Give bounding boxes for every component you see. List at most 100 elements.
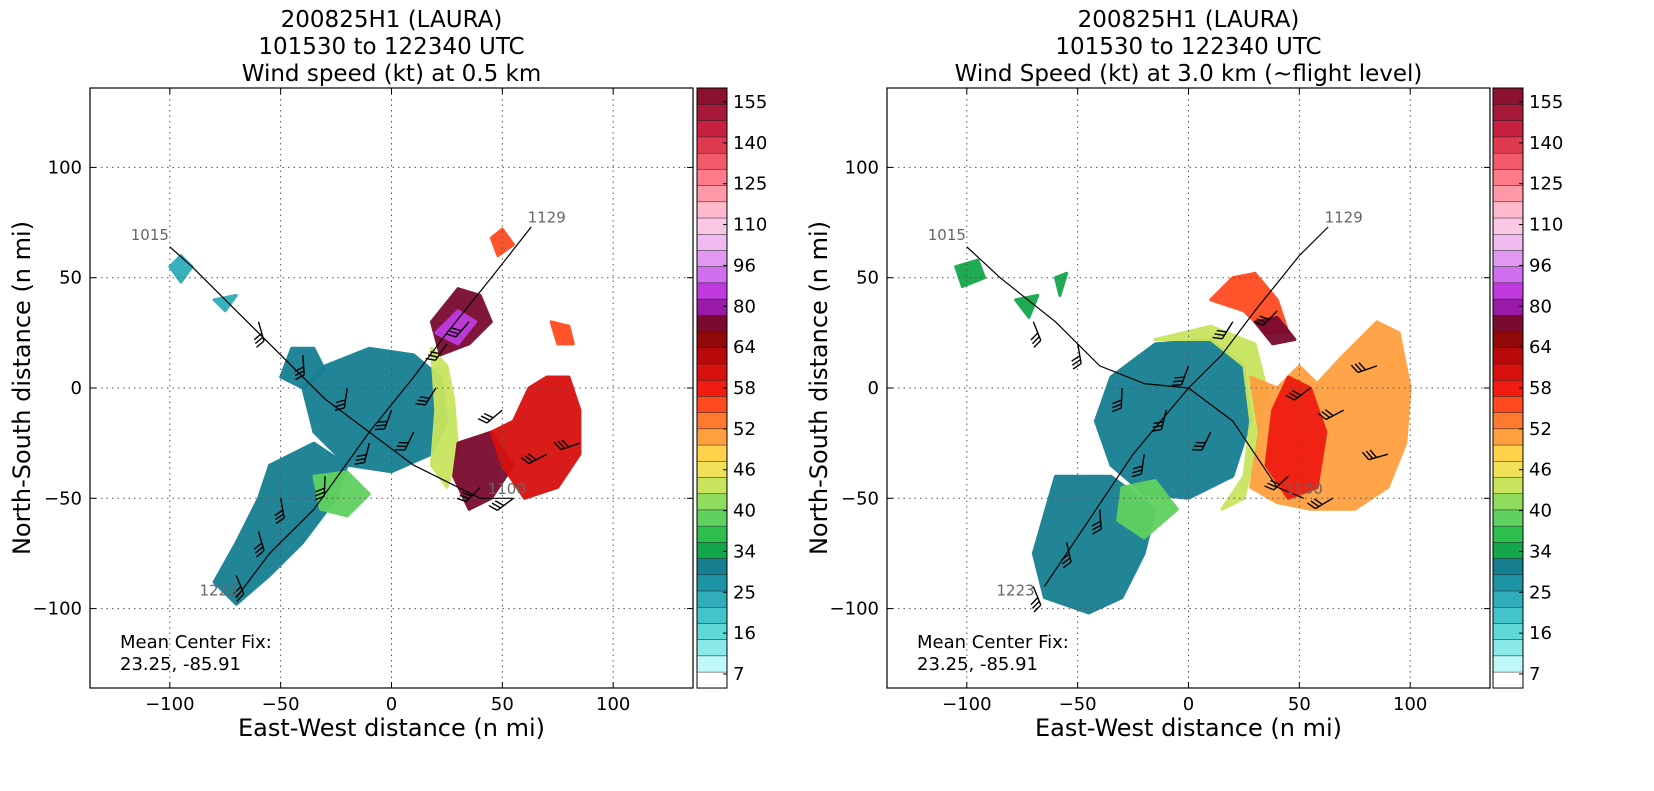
barb-flag — [374, 428, 385, 431]
chart-title-line: Wind speed (kt) at 0.5 km — [242, 61, 542, 87]
wind-barb — [1171, 365, 1190, 387]
colorbar-tick-label: 25 — [1529, 582, 1552, 603]
wind-echo-region — [1093, 338, 1253, 500]
x-tick-label: −50 — [262, 694, 300, 715]
colorbar-segment — [1492, 460, 1524, 478]
barb-flag — [1369, 449, 1378, 458]
barb-flag — [395, 449, 405, 451]
barb-flag — [1112, 399, 1122, 405]
x-tick-label: 50 — [491, 694, 514, 715]
wind-barb — [1091, 509, 1102, 535]
wind-barb — [314, 476, 326, 501]
colorbar-tick-label: 34 — [1529, 541, 1552, 562]
barb-flag — [1313, 498, 1323, 506]
barb-flag — [1193, 445, 1204, 448]
colorbar: 155 140 125 110 96 80 64 58 52 46 40 34 25 16 7 — [1492, 87, 1563, 689]
colorbar-segment — [1492, 298, 1524, 316]
wind-barb — [477, 409, 503, 424]
barb-flag — [1365, 450, 1374, 460]
wind-barb — [456, 486, 481, 503]
colorbar-segment — [696, 363, 728, 381]
y-tick-label: 50 — [59, 268, 82, 289]
barb-flag — [335, 403, 346, 408]
colorbar-segment — [1492, 558, 1524, 576]
colorbar-segment — [696, 444, 728, 462]
colorbar: 155 140 125 110 96 80 64 58 52 46 40 34 25 16 7 — [696, 87, 767, 689]
center-fix-annotation: 23.25, -85.91 — [917, 654, 1038, 675]
barb-flag — [376, 424, 387, 427]
track-time-label: 1129 — [528, 209, 566, 227]
wind-barb — [1285, 387, 1311, 401]
colorbar-segment — [1492, 217, 1524, 235]
colorbar-tick-label: 80 — [733, 296, 756, 317]
wind-echo-region — [1153, 324, 1268, 511]
colorbar-tick-label: 125 — [1529, 174, 1563, 195]
colorbar-segment — [696, 590, 728, 608]
wind-echo-region — [1253, 315, 1297, 346]
barb-flag — [1174, 376, 1185, 379]
colorbar-segment — [1492, 476, 1524, 494]
barb-flag — [254, 336, 264, 345]
x-tick-label: 100 — [1393, 694, 1427, 715]
x-tick-label: −100 — [145, 694, 194, 715]
wind-barb — [1061, 542, 1072, 569]
wind-barb — [1212, 321, 1234, 340]
wind-echo-region — [1054, 271, 1069, 297]
track-time-label: 1100 — [1285, 480, 1323, 498]
y-tick-label: −100 — [33, 599, 82, 620]
colorbar-tick-label: 16 — [733, 623, 756, 644]
barb-flag — [1285, 394, 1295, 401]
barb-flag — [334, 407, 345, 412]
wind-barb — [425, 343, 448, 361]
wind-barb — [374, 409, 393, 431]
colorbar-segment — [696, 347, 728, 365]
barb-flag — [1358, 362, 1367, 371]
barb-flag — [256, 550, 265, 558]
wind-echo-region — [954, 258, 986, 288]
barb-flag — [1030, 597, 1039, 606]
y-tick-label: 0 — [868, 378, 879, 399]
center-fix-annotation: 23.25, -85.91 — [120, 654, 241, 675]
wind-echo-region — [434, 309, 478, 346]
colorbar-tick-label: 58 — [1529, 378, 1552, 399]
barb-flag — [1212, 336, 1223, 340]
barb-staff — [323, 476, 326, 497]
colorbar-segment — [696, 509, 728, 527]
barb-flag — [1192, 449, 1202, 451]
colorbar-segment — [696, 168, 728, 186]
barb-flag — [335, 399, 346, 404]
wind-barb — [520, 453, 548, 465]
wind-barb — [354, 442, 370, 465]
barb-flag — [494, 500, 505, 507]
barb-flag — [1031, 336, 1040, 345]
colorbar-tick-label: 40 — [1529, 501, 1552, 522]
x-tick-label: 50 — [1288, 694, 1311, 715]
barb-flag — [1270, 479, 1280, 486]
barb-flag — [377, 420, 388, 423]
barb-flag — [1153, 421, 1164, 425]
colorbar-tick-label: 52 — [1529, 419, 1552, 440]
barb-flag — [1214, 333, 1225, 337]
barb-flag — [1267, 482, 1277, 488]
barb-staff — [1120, 387, 1123, 409]
barb-flag — [1216, 329, 1227, 333]
y-tick-label: −100 — [830, 599, 879, 620]
colorbar-tick-label: 140 — [1529, 133, 1563, 154]
flight-track-2 — [1043, 226, 1329, 587]
y-axis-label: North-South distance (n mi) — [8, 221, 36, 555]
barb-flag — [1264, 485, 1274, 491]
x-axis-label: East-West distance (n mi) — [1035, 714, 1342, 742]
barb-flag — [315, 487, 325, 493]
barb-flag — [553, 441, 562, 451]
barb-flag — [1072, 363, 1082, 370]
wind-barb — [1361, 449, 1389, 461]
colorbar-tick-label: 34 — [733, 541, 756, 562]
colorbar-tick-label: 52 — [733, 419, 756, 440]
colorbar-segment — [1492, 671, 1524, 689]
colorbar-segment — [1492, 493, 1524, 511]
barb-flag — [1071, 359, 1081, 366]
y-tick-label: 100 — [48, 157, 82, 178]
barb-flag — [1132, 469, 1143, 474]
